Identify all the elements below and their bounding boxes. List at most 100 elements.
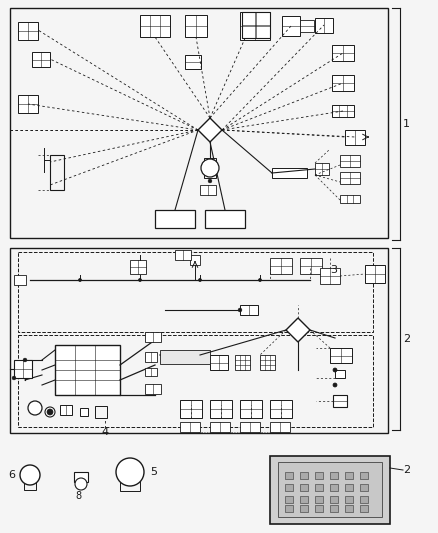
- Bar: [345, 484, 353, 491]
- Bar: [315, 496, 323, 503]
- Bar: [332, 45, 354, 61]
- Circle shape: [201, 159, 219, 177]
- Bar: [235, 355, 250, 370]
- Bar: [345, 505, 353, 512]
- Circle shape: [47, 409, 53, 415]
- Bar: [300, 496, 308, 503]
- Bar: [315, 484, 323, 491]
- Bar: [272, 168, 307, 178]
- Bar: [155, 210, 195, 228]
- Bar: [260, 355, 275, 370]
- Circle shape: [75, 478, 87, 490]
- Bar: [330, 472, 338, 479]
- Text: 3: 3: [330, 265, 337, 275]
- Bar: [315, 163, 329, 175]
- Bar: [145, 384, 161, 394]
- Bar: [360, 472, 368, 479]
- Bar: [32, 52, 50, 67]
- Bar: [240, 12, 270, 40]
- Circle shape: [208, 179, 212, 183]
- Bar: [285, 505, 293, 512]
- Bar: [180, 422, 200, 432]
- Bar: [270, 258, 292, 274]
- Circle shape: [333, 368, 337, 372]
- Bar: [242, 12, 270, 38]
- Bar: [74, 472, 88, 482]
- Bar: [130, 260, 146, 274]
- Bar: [340, 195, 360, 203]
- Polygon shape: [198, 118, 222, 142]
- Bar: [270, 422, 290, 432]
- Bar: [315, 505, 323, 512]
- Circle shape: [23, 358, 27, 362]
- Circle shape: [238, 308, 242, 312]
- Bar: [10, 8, 388, 238]
- Text: 4: 4: [102, 427, 109, 437]
- Bar: [160, 350, 210, 364]
- Circle shape: [138, 279, 141, 281]
- Bar: [14, 275, 26, 285]
- Circle shape: [116, 458, 144, 486]
- Bar: [185, 15, 207, 37]
- Text: 8: 8: [75, 491, 81, 501]
- Circle shape: [28, 401, 42, 415]
- Bar: [120, 463, 140, 491]
- Bar: [300, 20, 314, 32]
- Circle shape: [12, 376, 16, 380]
- Bar: [145, 368, 157, 376]
- Bar: [315, 18, 333, 33]
- Bar: [335, 370, 345, 378]
- Bar: [270, 400, 292, 418]
- Polygon shape: [286, 318, 310, 342]
- Bar: [285, 484, 293, 491]
- Bar: [14, 360, 32, 378]
- Bar: [50, 155, 64, 190]
- Bar: [185, 55, 201, 69]
- Bar: [330, 484, 338, 491]
- Bar: [340, 172, 360, 184]
- Bar: [270, 456, 390, 524]
- Bar: [204, 158, 216, 178]
- Bar: [145, 332, 161, 342]
- Bar: [240, 422, 260, 432]
- Bar: [345, 496, 353, 503]
- Bar: [10, 248, 388, 433]
- Circle shape: [198, 279, 201, 281]
- Bar: [95, 406, 107, 418]
- Bar: [278, 462, 382, 517]
- Bar: [18, 335, 373, 427]
- Circle shape: [258, 279, 261, 281]
- Bar: [330, 496, 338, 503]
- Circle shape: [20, 465, 40, 485]
- Bar: [200, 185, 216, 195]
- Bar: [60, 405, 72, 415]
- Text: 2: 2: [403, 465, 410, 475]
- Bar: [300, 505, 308, 512]
- Circle shape: [45, 407, 55, 417]
- Bar: [18, 252, 373, 332]
- Bar: [315, 472, 323, 479]
- Circle shape: [333, 383, 337, 387]
- Bar: [55, 345, 120, 395]
- Bar: [180, 400, 202, 418]
- Bar: [300, 472, 308, 479]
- Bar: [240, 400, 262, 418]
- Bar: [190, 255, 200, 265]
- Bar: [24, 470, 36, 490]
- Bar: [175, 250, 191, 260]
- Bar: [80, 408, 88, 416]
- Bar: [360, 505, 368, 512]
- Bar: [285, 496, 293, 503]
- Bar: [345, 472, 353, 479]
- Bar: [320, 268, 340, 284]
- Text: 6: 6: [8, 470, 15, 480]
- Bar: [333, 395, 347, 407]
- Bar: [240, 305, 258, 315]
- Circle shape: [78, 279, 81, 281]
- Bar: [360, 496, 368, 503]
- Bar: [330, 505, 338, 512]
- Bar: [205, 210, 245, 228]
- Bar: [332, 75, 354, 91]
- Bar: [360, 484, 368, 491]
- Bar: [365, 265, 385, 283]
